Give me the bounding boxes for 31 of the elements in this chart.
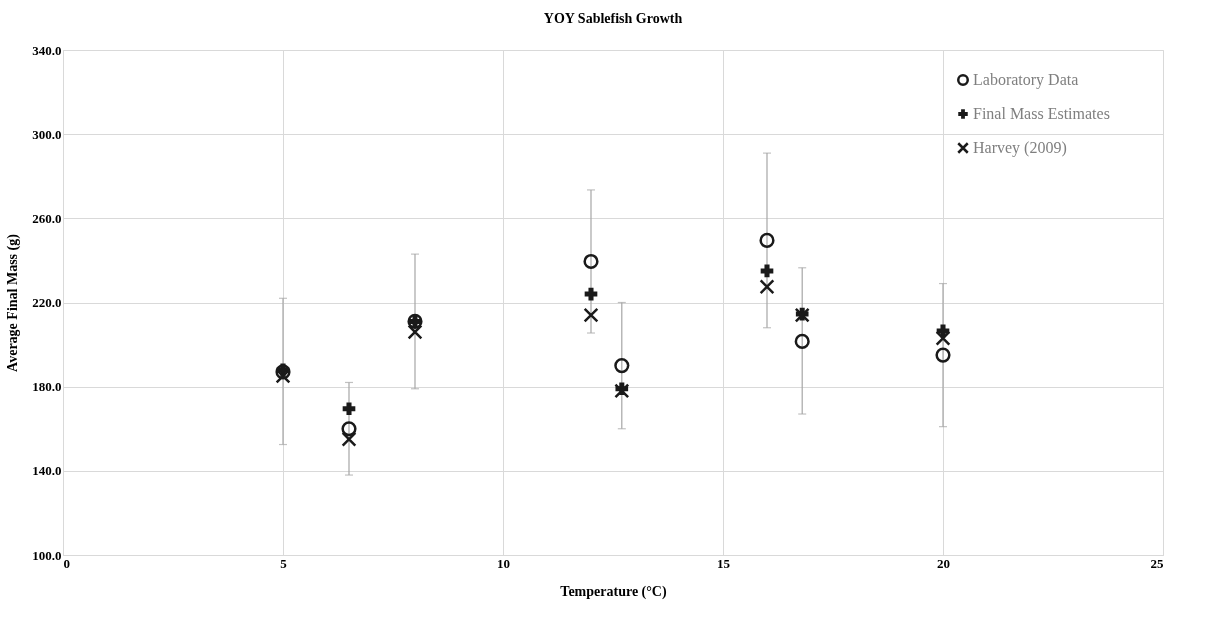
x-tick-label: 25 <box>1150 555 1164 571</box>
chart-title: YOY Sablefish Growth <box>543 11 683 26</box>
y-tick-label: 340.0 <box>32 42 62 58</box>
y-tick-label: 140.0 <box>32 463 62 479</box>
point <box>614 358 630 374</box>
legend-label: Final Mass Estimates <box>973 105 1110 122</box>
y-tick-label: 260.0 <box>32 210 62 226</box>
point <box>759 232 775 248</box>
point <box>583 307 599 323</box>
point <box>584 287 598 301</box>
x-tick-label: 5 <box>280 555 288 571</box>
point <box>275 368 291 384</box>
point <box>342 402 356 416</box>
point <box>583 253 599 270</box>
x-tick-label: 20 <box>937 555 950 571</box>
legend-label: Laboratory Data <box>973 71 1079 89</box>
x-tick-label: 10 <box>497 555 510 571</box>
point <box>935 347 951 363</box>
y-tick-label: 220.0 <box>32 295 62 310</box>
point <box>759 279 775 295</box>
x-axis-title: Temperature (°C) <box>560 583 667 600</box>
legend-label: Harvey (2009) <box>973 139 1067 157</box>
point <box>935 330 951 346</box>
y-tick-label: 300.0 <box>32 126 62 142</box>
point <box>794 333 810 349</box>
point <box>760 264 774 278</box>
x-tick-label: 0 <box>63 555 70 571</box>
y-tick-label: 180.0 <box>32 379 62 395</box>
y-axis-title: Average Final Mass (g) <box>5 233 22 372</box>
x-tick-label: 15 <box>717 555 731 571</box>
y-tick-label: 100.0 <box>32 547 62 563</box>
